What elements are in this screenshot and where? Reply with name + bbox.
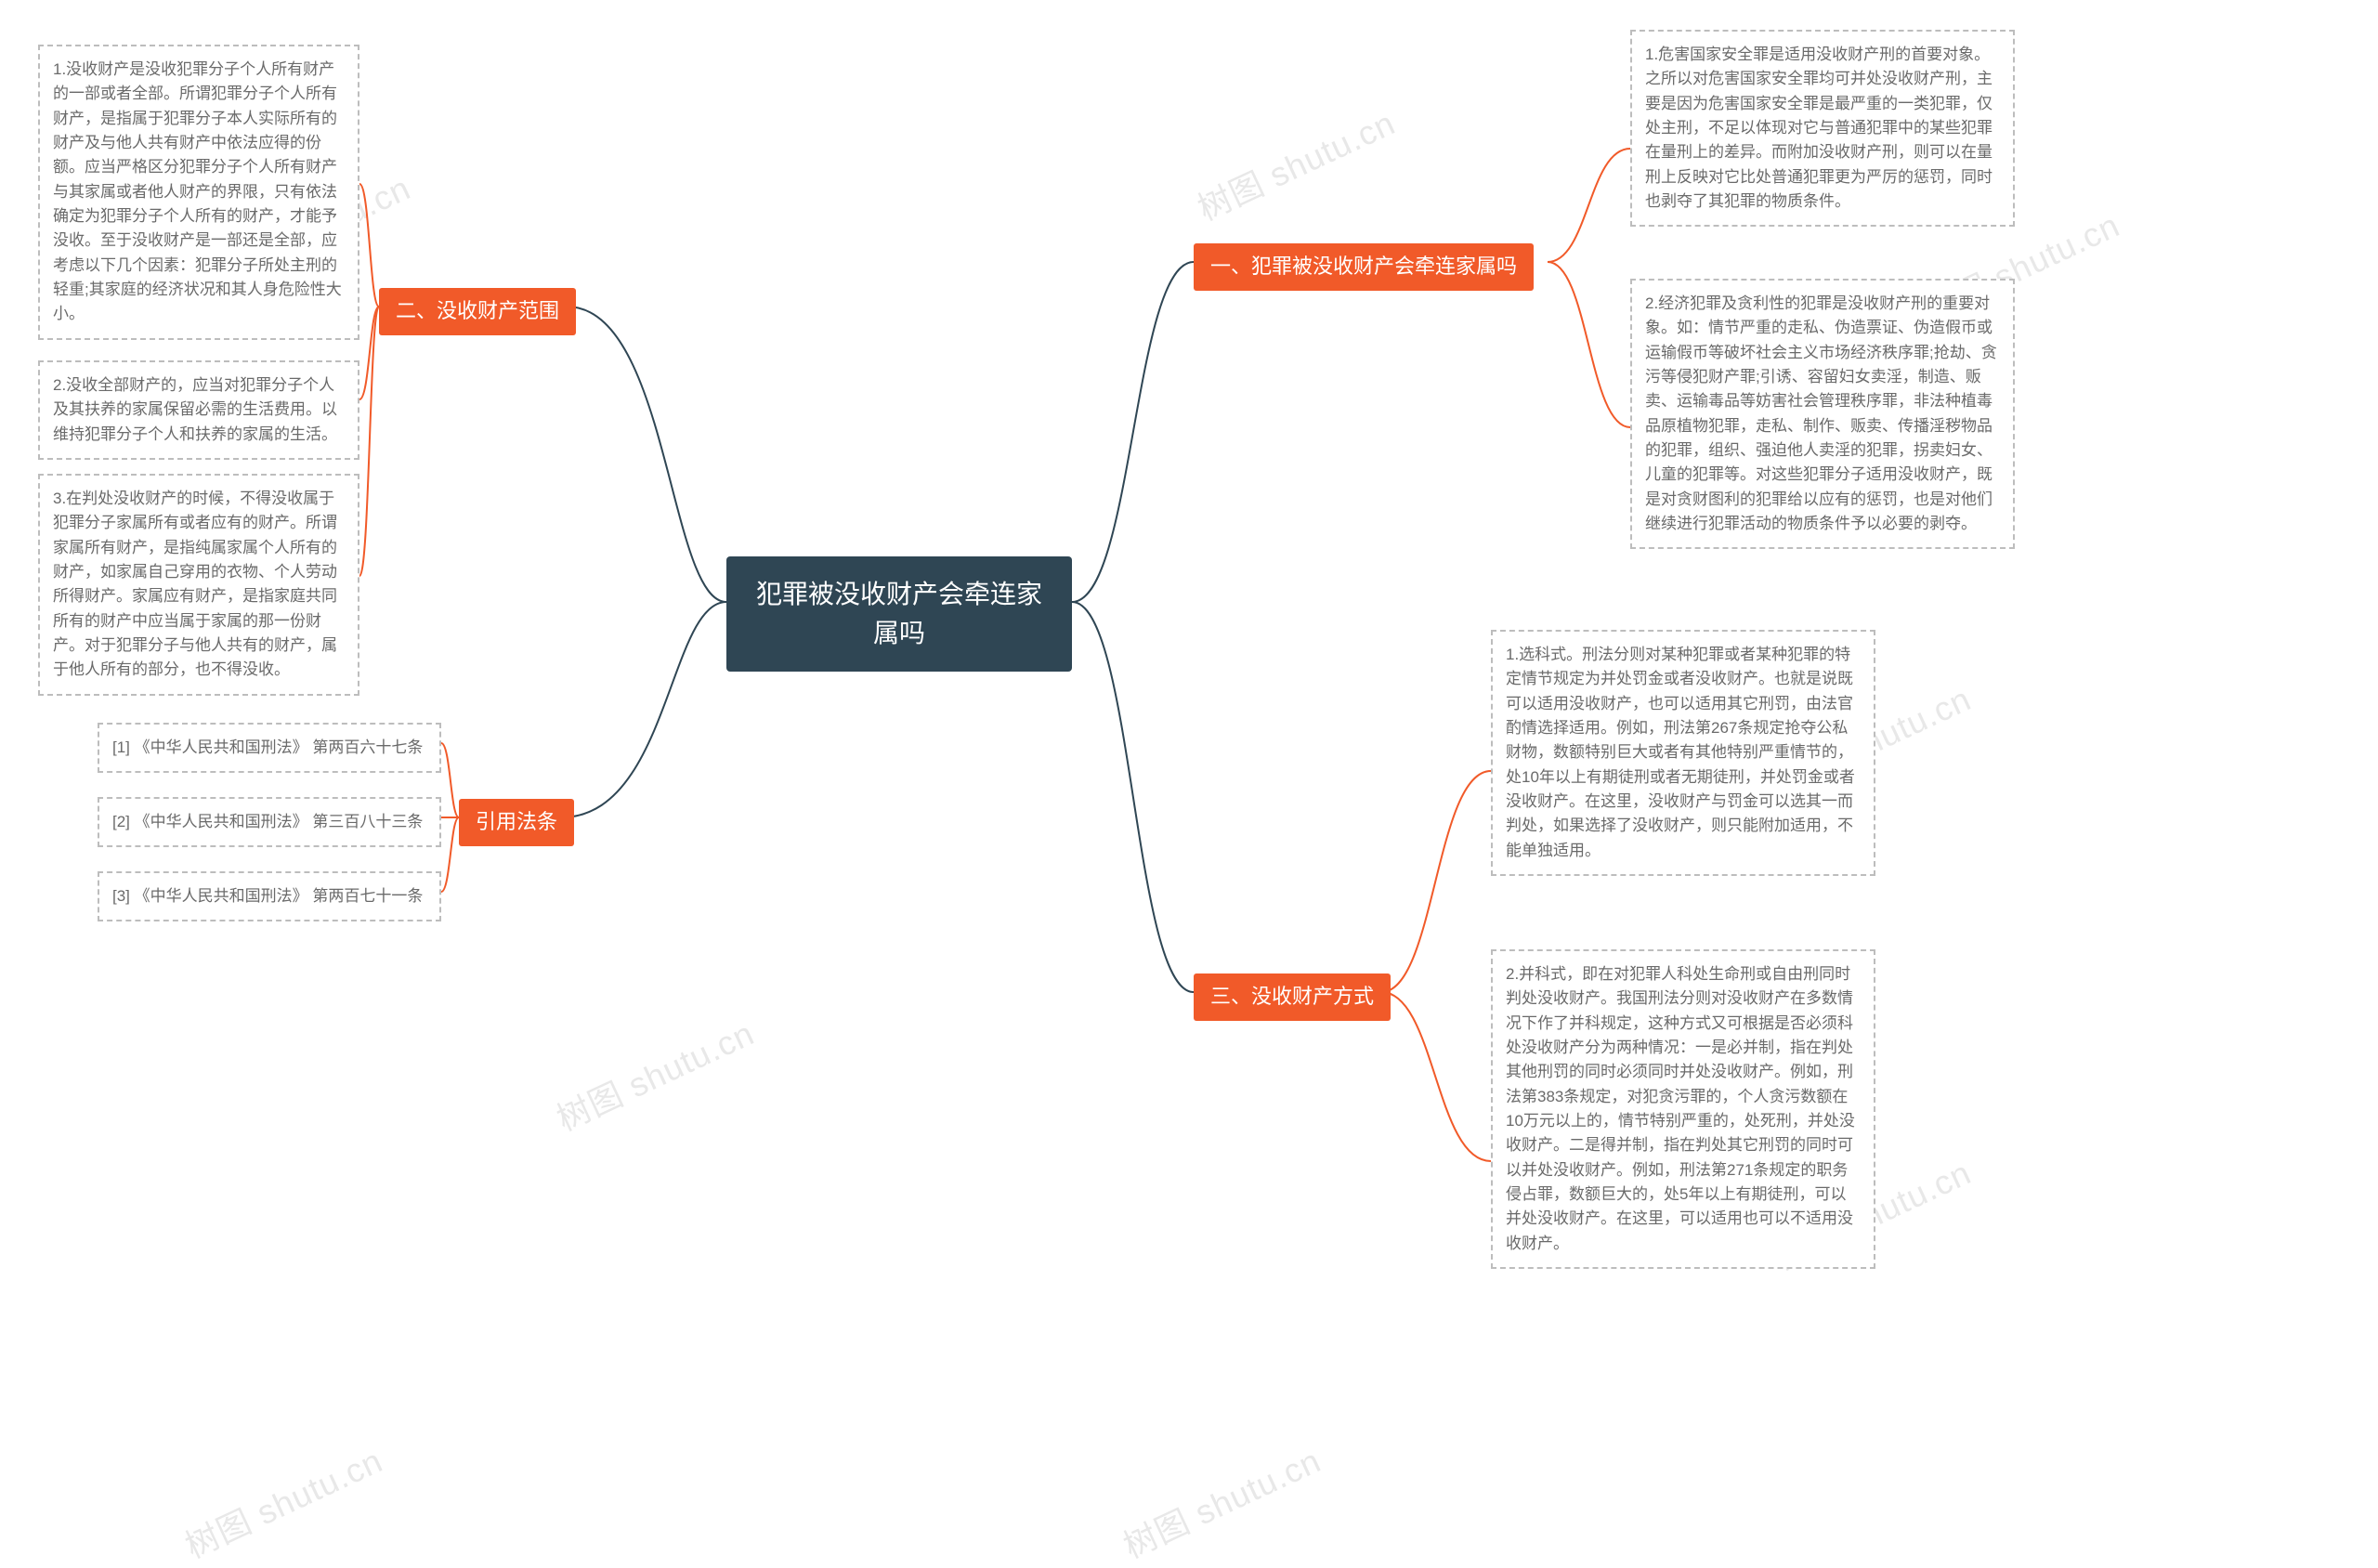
leaf-b1-2[interactable]: 2.经济犯罪及贪利性的犯罪是没收财产刑的重要对象。如：情节严重的走私、伪造票证、… [1630,279,2015,549]
leaf-b2-3[interactable]: 3.在判处没收财产的时候，不得没收属于犯罪分子家属所有或者应有的财产。所谓家属所… [38,474,359,696]
watermark: 树图 shutu.cn [1189,97,1403,230]
connector [1381,771,1491,992]
leaf-b1-1[interactable]: 1.危害国家安全罪是适用没收财产刑的首要对象。之所以对危害国家安全罪均可并处没收… [1630,30,2015,227]
leaf-b4-1[interactable]: [1] 《中华人民共和国刑法》 第两百六十七条 [98,723,441,773]
leaf-b4-2[interactable]: [2] 《中华人民共和国刑法》 第三百八十三条 [98,797,441,847]
watermark: 树图 shutu.cn [176,1434,390,1568]
connector [1381,992,1491,1161]
connector [441,817,459,892]
mindmap-canvas: 树图 shutu.cn 树图 shutu.cn 树图 shutu.cn 树图 s… [0,0,2378,1552]
connector [1548,149,1630,262]
watermark: 树图 shutu.cn [1115,1434,1328,1568]
connector [359,184,379,307]
watermark: 树图 shutu.cn [548,1007,762,1141]
connector [1072,602,1194,992]
leaf-b4-3[interactable]: [3] 《中华人民共和国刑法》 第两百七十一条 [98,871,441,921]
leaf-b2-2[interactable]: 2.没收全部财产的，应当对犯罪分子个人及其扶养的家属保留必需的生活费用。以维持犯… [38,360,359,460]
connector [1548,262,1630,427]
connector [441,743,459,817]
connector [1072,262,1194,602]
connector [561,602,726,817]
leaf-b3-1[interactable]: 1.选科式。刑法分则对某种犯罪或者某种犯罪的特定情节规定为并处罚金或者没收财产。… [1491,630,1875,876]
root-text-line2: 属吗 [873,619,925,647]
connector [359,307,379,576]
branch-3[interactable]: 三、没收财产方式 [1194,973,1391,1021]
leaf-b3-2[interactable]: 2.并科式，即在对犯罪人科处生命刑或自由刑同时判处没收财产。我国刑法分则对没收财… [1491,949,1875,1269]
leaf-b2-1[interactable]: 1.没收财产是没收犯罪分子个人所有财产的一部或者全部。所谓犯罪分子个人所有财产，… [38,45,359,340]
branch-2[interactable]: 二、没收财产范围 [379,288,576,335]
root-text-line1: 犯罪被没收财产会牵连家 [756,580,1042,608]
branch-1[interactable]: 一、犯罪被没收财产会牵连家属吗 [1194,243,1534,291]
connector [567,307,726,602]
root-node[interactable]: 犯罪被没收财产会牵连家 属吗 [726,556,1072,672]
connector [359,307,379,399]
branch-4[interactable]: 引用法条 [459,799,574,846]
